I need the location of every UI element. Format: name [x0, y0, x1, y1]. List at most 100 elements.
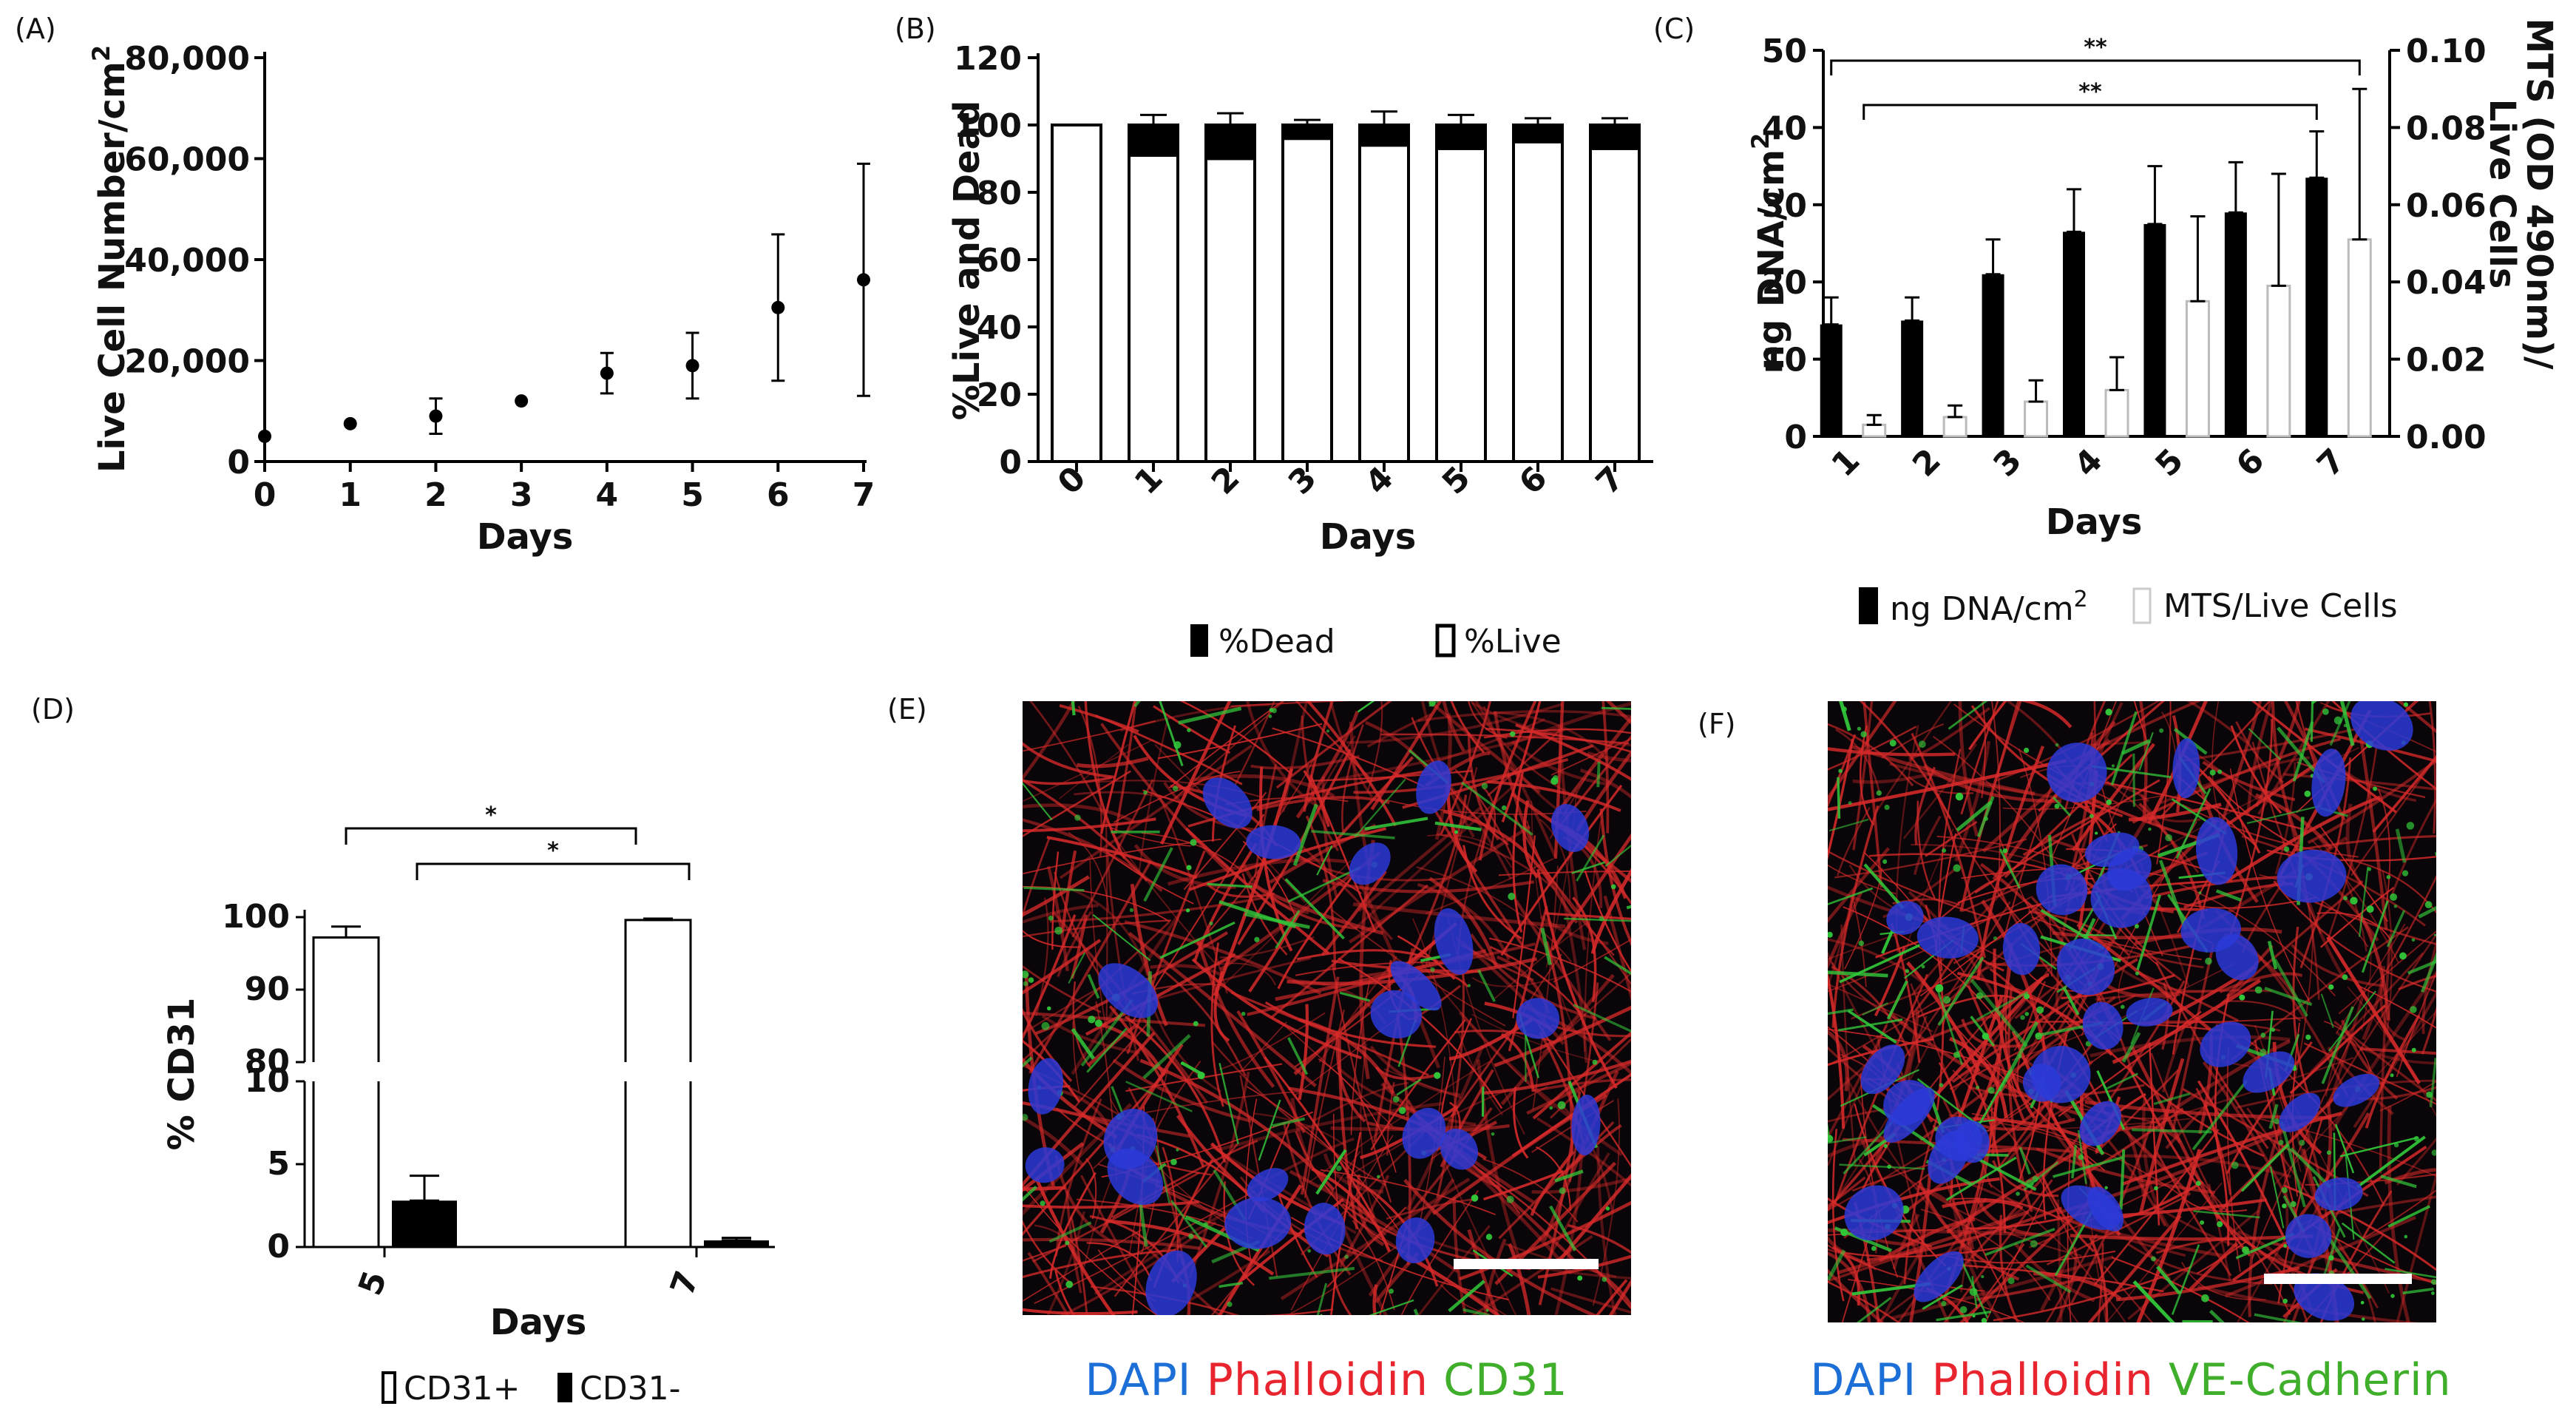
membrane-green-stroke	[1339, 991, 1370, 1002]
dapi-nucleus	[1107, 1148, 1164, 1206]
membrane-green-dot	[2020, 1015, 2025, 1020]
actin-filament	[1272, 727, 1426, 788]
legend-live-swatch	[1435, 624, 1456, 658]
actin-filament	[1545, 912, 1631, 921]
actin-filament	[2214, 993, 2230, 1156]
membrane-green-stroke	[1272, 1117, 1305, 1127]
actin-filament	[2228, 718, 2274, 939]
membrane-green-dot	[1094, 1019, 1102, 1027]
actin-filament	[1993, 1266, 2192, 1322]
membrane-green-dot	[2290, 1200, 2297, 1208]
membrane-green-stroke	[2153, 1092, 2191, 1106]
membrane-green-stroke	[1178, 706, 1242, 725]
actin-filament	[1458, 1011, 1623, 1157]
dapi-nucleus	[2036, 864, 2088, 916]
actin-filament	[1550, 1287, 1631, 1314]
actin-filament	[1300, 844, 1393, 941]
membrane-green-stroke	[1143, 847, 1173, 902]
membrane-green-dot	[1023, 1114, 1028, 1121]
chart-c-bar-mts	[1942, 416, 1967, 438]
membrane-green-stroke	[2240, 1143, 2290, 1192]
membrane-green-dot	[1599, 916, 1604, 922]
actin-filament	[1851, 745, 2036, 796]
actin-filament	[1213, 970, 1230, 1042]
actin-filament	[1312, 1081, 1409, 1123]
actin-filament	[2138, 1058, 2185, 1214]
actin-filament	[1023, 1183, 1158, 1315]
chart-a-ytick-label: 0	[227, 444, 250, 481]
stain-caption-e: DAPI Phalloidin CD31	[1085, 1354, 1567, 1406]
membrane-green-dot	[2431, 1149, 2436, 1156]
membrane-green-dot	[1041, 1021, 1050, 1030]
dapi-nucleus	[1145, 1250, 1197, 1315]
chart-a-point	[857, 273, 870, 287]
chart-a-xlabel: Days	[477, 516, 574, 558]
membrane-green-dot	[1592, 1059, 1598, 1065]
actin-filament	[2362, 1189, 2436, 1240]
actin-filament	[1512, 835, 1536, 1018]
membrane-green-dot	[2305, 1034, 2311, 1040]
actin-filament	[2333, 1020, 2436, 1102]
dapi-nucleus	[1098, 963, 1159, 1018]
actin-filament	[1074, 1024, 1148, 1109]
actin-filament	[1828, 1251, 1871, 1322]
actin-filament	[1023, 1200, 1199, 1209]
membrane-green-dot	[1209, 922, 1213, 926]
actin-filament	[1892, 1213, 1920, 1270]
membrane-green-stroke	[1180, 1061, 1206, 1077]
actin-filament	[2361, 947, 2372, 1031]
actin-filament	[2379, 934, 2392, 1174]
chart-b-bar-dead	[1589, 124, 1641, 150]
actin-filament	[1400, 1190, 1479, 1315]
actin-filament	[1420, 701, 1475, 838]
actin-filament	[1828, 1280, 1901, 1322]
membrane-green-stroke	[2155, 1266, 2181, 1295]
actin-filament	[2390, 797, 2436, 897]
actin-filament	[1985, 1198, 2044, 1322]
chart-d-bar-cd31pos-upper	[312, 936, 380, 1062]
actin-filament	[1051, 851, 1060, 950]
actin-filament	[1828, 1176, 1866, 1208]
actin-filament	[1023, 929, 1081, 948]
chart-c-ytick-label-left: 20	[1762, 264, 1807, 302]
actin-filament	[2396, 701, 2436, 734]
membrane-green-stroke	[1604, 844, 1631, 867]
actin-filament	[2181, 1262, 2266, 1301]
membrane-green-stroke	[2019, 1146, 2031, 1175]
actin-filament	[1183, 791, 1267, 891]
actin-filament	[1216, 962, 1276, 986]
membrane-green-stroke	[2132, 1280, 2175, 1322]
actin-filament	[1023, 1248, 1176, 1279]
membrane-green-dot	[2260, 1033, 2266, 1038]
chart-d-ytick-label-lower: 5	[267, 1145, 290, 1183]
actin-filament	[1383, 1068, 1462, 1099]
membrane-green-stroke	[2025, 1264, 2072, 1294]
actin-filament	[1828, 1024, 1888, 1141]
actin-filament	[2266, 849, 2436, 862]
actin-filament	[1322, 879, 1535, 893]
membrane-green-stroke	[2121, 739, 2151, 755]
actin-filament	[1282, 1121, 1352, 1276]
actin-filament	[1077, 757, 1149, 768]
chart-a-ytick-label: 40,000	[124, 242, 250, 280]
actin-filament	[1911, 844, 2055, 868]
dapi-nucleus	[2311, 749, 2346, 817]
actin-filament	[1539, 818, 1571, 902]
actin-filament	[1832, 973, 1929, 1207]
actin-filament	[1920, 1209, 2051, 1301]
membrane-green-dot	[1186, 865, 1192, 871]
chart-c-ytick-label-left: 0	[1784, 419, 1807, 456]
membrane-green-dot	[1269, 708, 1274, 712]
legend-dna-swatch	[1859, 587, 1878, 624]
chart-c-ytick-label-left: 40	[1762, 109, 1807, 147]
actin-filament	[1321, 735, 1356, 789]
actin-filament	[1035, 897, 1049, 1017]
actin-filament	[1948, 1180, 2004, 1322]
actin-filament	[1828, 864, 1897, 895]
membrane-green-dot	[1828, 1135, 1834, 1143]
actin-filament	[1436, 833, 1556, 891]
dapi-nucleus	[1370, 990, 1423, 1039]
actin-filament	[1522, 800, 1539, 879]
chart-b-bar-live	[1358, 143, 1410, 464]
dapi-nucleus	[2215, 933, 2259, 981]
